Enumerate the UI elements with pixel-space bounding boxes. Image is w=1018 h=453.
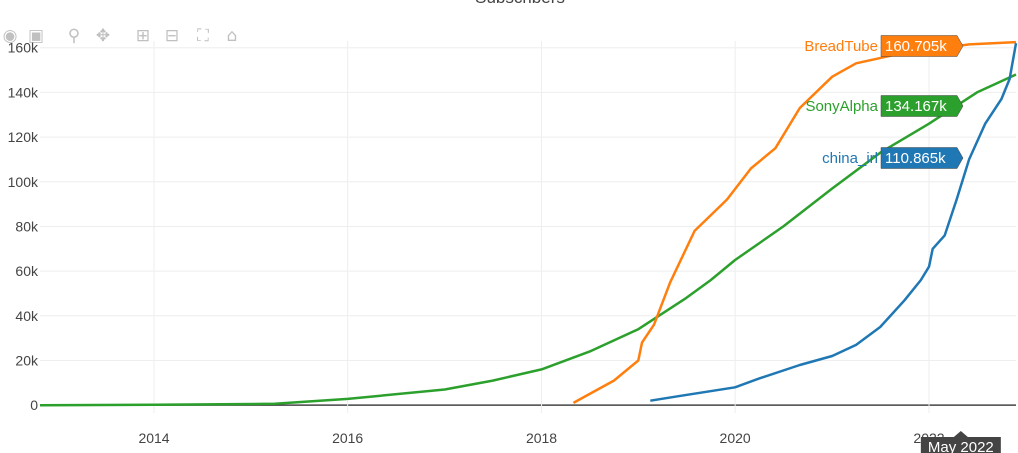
end-label-BreadTube: BreadTube 160.705k	[804, 35, 964, 57]
series-name: china_irl	[822, 150, 878, 167]
y-tick-label: 160k	[8, 40, 39, 56]
y-tick-label: 140k	[8, 84, 39, 100]
hover-box	[920, 431, 1001, 453]
series-name: SonyAlpha	[805, 98, 878, 115]
y-tick-label: 40k	[15, 308, 39, 324]
pan-icon[interactable]: ✥	[95, 26, 111, 46]
zoom-out-icon[interactable]: ⊟	[164, 26, 180, 46]
camera-icon[interactable]: ◉	[2, 26, 18, 46]
y-tick-label: 100k	[8, 174, 39, 190]
x-hover-label: May 2022	[920, 431, 1001, 453]
x-tick-label: 2014	[138, 430, 169, 446]
series-line-china_irl[interactable]	[650, 42, 1018, 402]
series-layer	[39, 40, 1018, 407]
value-tag-text: 110.865k	[885, 150, 946, 167]
y-tick-label: 0	[30, 397, 38, 413]
y-tick-label: 60k	[15, 263, 39, 279]
end-label-china_irl: china_irl 110.865k	[822, 147, 964, 169]
value-tag	[880, 147, 964, 169]
hover-text: May 2022	[928, 439, 994, 453]
zoom-in-icon[interactable]: ⊞	[135, 26, 151, 46]
value-tag	[880, 95, 964, 117]
series-name: BreadTube	[804, 38, 878, 55]
x-tick-label: 2018	[526, 430, 557, 446]
axis-layer: 0 20k 40k 60k 80k 100k 120k 140k 160k 2014 2016 201…	[8, 40, 945, 446]
series-line-SonyAlpha[interactable]	[39, 73, 1017, 407]
home-icon[interactable]: ⌂	[226, 26, 238, 46]
value-tag-text: 134.167k	[885, 98, 947, 115]
x-tick-label: 2020	[720, 430, 751, 446]
value-tag	[880, 35, 964, 57]
save-icon[interactable]: ▣	[27, 26, 45, 46]
chart-title: Subscribers	[0, 0, 1018, 8]
autoscale-icon[interactable]: ⛶	[197, 26, 209, 46]
y-tick-label: 20k	[15, 352, 39, 368]
zoom-icon[interactable]: ⚲	[67, 26, 81, 46]
end-label-SonyAlpha: SonyAlpha 134.167k	[805, 95, 964, 117]
y-tick-label: 80k	[15, 218, 39, 234]
y-tick-label: 120k	[8, 129, 39, 145]
value-tag-text: 160.705k	[885, 38, 947, 55]
grid	[40, 41, 1016, 413]
end-labels: SonyAlpha 134.167k BreadTube 160.705k china_…	[804, 35, 1001, 453]
x-tick-label: 2016	[332, 430, 363, 446]
